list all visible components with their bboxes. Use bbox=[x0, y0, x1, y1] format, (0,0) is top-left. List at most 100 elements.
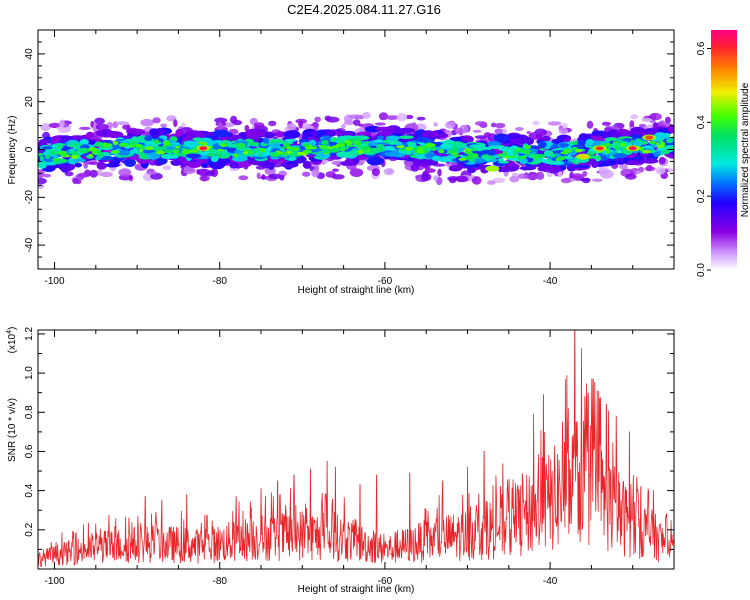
spectrogram-cell bbox=[260, 148, 267, 152]
spectrogram-cell bbox=[273, 131, 287, 138]
spectrogram-cell bbox=[376, 144, 385, 148]
spectrogram-cell bbox=[546, 164, 561, 174]
spectrogram-cell bbox=[282, 142, 290, 147]
spectrogram-cell bbox=[319, 144, 327, 150]
spectrogram-cell bbox=[229, 162, 239, 169]
spectrogram-cell bbox=[433, 175, 439, 182]
spectrogram-cell bbox=[511, 172, 519, 177]
spectrogram-cell bbox=[362, 144, 367, 149]
spectrogram-cell bbox=[653, 151, 661, 158]
spectrogram-cell bbox=[526, 130, 531, 135]
spectrogram-cell bbox=[465, 155, 472, 159]
spectrogram-cell bbox=[94, 141, 103, 146]
spectrogram-cell bbox=[375, 126, 393, 131]
spectrogram-cell bbox=[416, 149, 425, 154]
spectrogram-cell bbox=[587, 158, 598, 163]
spectrogram-cell bbox=[184, 141, 198, 148]
spectrogram-cell bbox=[506, 160, 516, 168]
spectrogram-cell bbox=[41, 146, 53, 150]
spectrogram-cell bbox=[302, 171, 311, 177]
spectrogram-cell bbox=[563, 149, 573, 153]
spectrogram-cell bbox=[430, 146, 437, 151]
spectrogram-cell bbox=[438, 149, 445, 154]
spectrogram-cell bbox=[584, 177, 590, 182]
spectrogram-cell bbox=[300, 125, 315, 130]
spectrogram-cell bbox=[38, 152, 44, 156]
spectrogram-cell bbox=[262, 163, 273, 169]
spectrogram-cell bbox=[349, 168, 364, 178]
spectrogram-cell bbox=[656, 144, 665, 148]
spectrogram-cell bbox=[298, 120, 303, 129]
spectrogram-cell bbox=[103, 143, 113, 148]
spectrogram-cell bbox=[471, 176, 482, 185]
spectrogram-cell bbox=[625, 173, 637, 180]
spectrogram-cell bbox=[472, 129, 482, 133]
spectrogram-cell bbox=[575, 148, 583, 153]
spectrogram-cell bbox=[362, 112, 371, 119]
spectrogram-cell bbox=[258, 154, 263, 157]
spectrogram-cell bbox=[515, 127, 524, 131]
spectrogram-cell bbox=[89, 169, 98, 178]
spectrogram-cell bbox=[212, 129, 230, 138]
spectrogram-hotspot bbox=[488, 166, 497, 171]
colorbar-tick-label: 0.0 bbox=[696, 263, 707, 277]
spectrogram-cell bbox=[474, 135, 487, 139]
spectrogram-cell bbox=[77, 172, 89, 178]
snr-series-line bbox=[38, 330, 674, 567]
spectrogram-cell bbox=[234, 160, 252, 168]
spectrogram-cell bbox=[399, 148, 405, 151]
x-tick-label: -40 bbox=[543, 576, 558, 587]
spectrogram-cell bbox=[198, 141, 207, 145]
spectrogram-cell bbox=[68, 142, 81, 148]
spectrogram-cell bbox=[488, 145, 504, 150]
spectrogram-cell bbox=[493, 133, 510, 142]
spectrogram-cell bbox=[48, 150, 59, 155]
spectrogram-cell bbox=[324, 115, 332, 121]
spectrogram-cell bbox=[453, 137, 462, 142]
y-tick-label: 0 bbox=[24, 146, 35, 152]
spectrogram-cell bbox=[491, 122, 497, 128]
spectrogram-cell bbox=[455, 175, 468, 183]
spectrogram-cell bbox=[71, 155, 78, 160]
spectrogram-cell bbox=[43, 173, 51, 178]
spectrogram-cell bbox=[60, 153, 68, 157]
spectrogram-cell bbox=[438, 133, 448, 139]
spectrogram-ylabel: Frequency (Hz) bbox=[7, 116, 18, 185]
spectrogram-cell bbox=[340, 147, 346, 152]
spectrogram-cell bbox=[110, 150, 120, 154]
spectrogram-cell bbox=[38, 177, 47, 185]
spectrogram-cell bbox=[666, 138, 673, 144]
spectrogram-cell bbox=[541, 135, 551, 142]
spectrogram-cell bbox=[87, 161, 100, 165]
spectrogram-cell bbox=[181, 150, 191, 155]
spectrogram-cell bbox=[260, 143, 268, 147]
spectrogram-cell bbox=[217, 121, 223, 131]
spectrogram-cell bbox=[475, 121, 487, 126]
spectrogram-cell bbox=[105, 162, 120, 168]
spectrogram-cell bbox=[94, 117, 105, 125]
spectrogram-cell bbox=[426, 143, 436, 147]
spectrogram-cell bbox=[166, 115, 177, 122]
snr-scale-label: (x104) bbox=[6, 327, 18, 354]
spectrogram-cell bbox=[118, 142, 129, 147]
x-tick-label: -100 bbox=[45, 576, 65, 587]
x-tick-label: -40 bbox=[543, 276, 558, 287]
spectrogram-cell bbox=[465, 163, 481, 168]
spectrogram-cell bbox=[256, 172, 261, 180]
spectrogram-cell bbox=[571, 146, 578, 151]
spectrogram-cell bbox=[585, 138, 594, 146]
spectrogram-cell bbox=[398, 135, 415, 139]
spectrogram-cell bbox=[582, 170, 588, 177]
spectrogram-cell bbox=[670, 147, 674, 151]
spectrogram-cell bbox=[612, 145, 620, 150]
spectrogram-cell bbox=[205, 171, 216, 177]
spectrogram-cell bbox=[619, 163, 628, 170]
spectrogram-cell bbox=[58, 127, 68, 134]
spectrogram-cell bbox=[555, 158, 561, 162]
spectrogram-cell bbox=[116, 121, 130, 126]
spectrogram-cell bbox=[64, 171, 74, 177]
spectrogram-cell bbox=[346, 141, 352, 146]
spectrogram-cell bbox=[589, 135, 605, 142]
spectrogram-cell bbox=[152, 117, 161, 124]
spectrogram-cell bbox=[281, 146, 287, 149]
